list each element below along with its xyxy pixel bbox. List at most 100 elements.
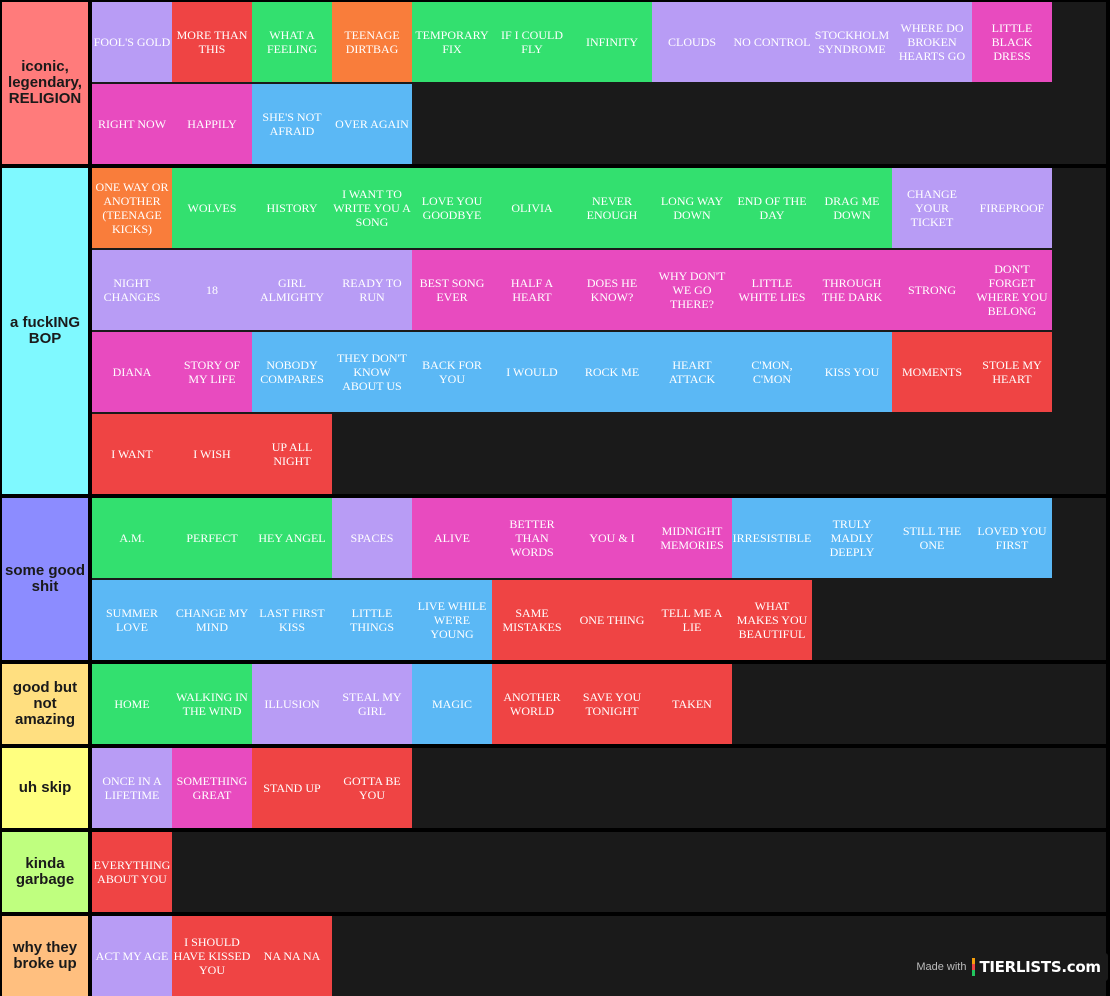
tier-item[interactable]: STOLE MY HEART xyxy=(972,332,1052,412)
tier-item[interactable]: ALIVE xyxy=(412,498,492,578)
tier-item[interactable]: DON'T FORGET WHERE YOU BELONG xyxy=(972,250,1052,330)
tier-item[interactable]: I SHOULD HAVE KISSED YOU xyxy=(172,916,252,996)
tier-item[interactable]: LITTLE WHITE LIES xyxy=(732,250,812,330)
tier-item[interactable]: WHY DON'T WE GO THERE? xyxy=(652,250,732,330)
tier-item[interactable]: I WANT xyxy=(92,414,172,494)
tier-item[interactable]: C'MON, C'MON xyxy=(732,332,812,412)
tier-item[interactable]: DRAG ME DOWN xyxy=(812,168,892,248)
tier-item[interactable]: MAGIC xyxy=(412,664,492,744)
tier-item[interactable]: FOOL'S GOLD xyxy=(92,2,172,82)
tier-item[interactable]: LONG WAY DOWN xyxy=(652,168,732,248)
tier-item[interactable]: EVERYTHING ABOUT YOU xyxy=(92,832,172,912)
tier-item[interactable]: BEST SONG EVER xyxy=(412,250,492,330)
tier-item[interactable]: NA NA NA xyxy=(252,916,332,996)
tier-item[interactable]: NOBODY COMPARES xyxy=(252,332,332,412)
tier-item[interactable]: LOVE YOU GOODBYE xyxy=(412,168,492,248)
tier-item[interactable]: MIDNIGHT MEMORIES xyxy=(652,498,732,578)
tier-item[interactable]: STILL THE ONE xyxy=(892,498,972,578)
tier-item[interactable]: SUMMER LOVE xyxy=(92,580,172,660)
tier-item[interactable]: KISS YOU xyxy=(812,332,892,412)
tier-item[interactable]: WHAT A FEELING xyxy=(252,2,332,82)
tier-item[interactable]: CHANGE YOUR TICKET xyxy=(892,168,972,248)
tier-label[interactable]: good but not amazing xyxy=(2,664,88,744)
tier-item[interactable]: OVER AGAIN xyxy=(332,84,412,164)
tier-item[interactable]: 18 xyxy=(172,250,252,330)
tier-item[interactable]: ONCE IN A LIFETIME xyxy=(92,748,172,828)
tier-label[interactable]: a fuckING BOP xyxy=(2,168,88,494)
tier-item[interactable]: ONE THING xyxy=(572,580,652,660)
tier-item[interactable]: ACT MY AGE xyxy=(92,916,172,996)
tier-item[interactable]: NIGHT CHANGES xyxy=(92,250,172,330)
tier-item[interactable]: STOCKHOLM SYNDROME xyxy=(812,2,892,82)
tier-item[interactable]: FIREPROOF xyxy=(972,168,1052,248)
tier-item[interactable]: WALKING IN THE WIND xyxy=(172,664,252,744)
tier-item[interactable]: WHERE DO BROKEN HEARTS GO xyxy=(892,2,972,82)
tier-items[interactable]: A.M. PERFECT HEY ANGEL SPACES ALIVE BETTER TH… xyxy=(92,498,1106,660)
tier-item[interactable]: STAND UP xyxy=(252,748,332,828)
tier-item[interactable]: HEY ANGEL xyxy=(252,498,332,578)
tier-item[interactable]: THEY DON'T KNOW ABOUT US xyxy=(332,332,412,412)
tier-label[interactable]: why they broke up xyxy=(2,916,88,996)
tier-item[interactable]: TAKEN xyxy=(652,664,732,744)
tier-item[interactable]: BACK FOR YOU xyxy=(412,332,492,412)
tier-item[interactable]: SAME MISTAKES xyxy=(492,580,572,660)
tier-item[interactable]: STRONG xyxy=(892,250,972,330)
tier-item[interactable]: ROCK ME xyxy=(572,332,652,412)
tier-item[interactable]: STORY OF MY LIFE xyxy=(172,332,252,412)
tier-item[interactable]: I WOULD xyxy=(492,332,572,412)
tier-item[interactable]: SHE'S NOT AFRAID xyxy=(252,84,332,164)
tier-item[interactable]: TELL ME A LIE xyxy=(652,580,732,660)
tier-item[interactable]: LOVED YOU FIRST xyxy=(972,498,1052,578)
tier-item[interactable]: GIRL ALMIGHTY xyxy=(252,250,332,330)
tier-items[interactable]: FOOL'S GOLD MORE THAN THIS WHAT A FEELING T… xyxy=(92,2,1106,164)
tier-item[interactable]: IF I COULD FLY xyxy=(492,2,572,82)
tier-label[interactable]: some good shit xyxy=(2,498,88,660)
tier-item[interactable]: SPACES xyxy=(332,498,412,578)
tier-item[interactable]: TEENAGE DIRTBAG xyxy=(332,2,412,82)
tier-item[interactable]: DIANA xyxy=(92,332,172,412)
tier-item[interactable]: SAVE YOU TONIGHT xyxy=(572,664,652,744)
tier-label[interactable]: kinda garbage xyxy=(2,832,88,912)
tier-item[interactable]: DOES HE KNOW? xyxy=(572,250,652,330)
tier-item[interactable]: I WISH xyxy=(172,414,252,494)
tier-item[interactable]: HISTORY xyxy=(252,168,332,248)
tier-items[interactable]: ONCE IN A LIFETIME SOMETHING GREAT STAND U… xyxy=(92,748,1106,828)
tier-item[interactable]: I WANT TO WRITE YOU A SONG xyxy=(332,168,412,248)
tier-item[interactable]: CLOUDS xyxy=(652,2,732,82)
tier-items[interactable]: HOME WALKING IN THE WIND ILLUSION STEAL MY … xyxy=(92,664,1106,744)
tier-item[interactable]: WHAT MAKES YOU BEAUTIFUL xyxy=(732,580,812,660)
tier-item[interactable]: CHANGE MY MIND xyxy=(172,580,252,660)
tier-item[interactable]: HEART ATTACK xyxy=(652,332,732,412)
tier-item[interactable]: A.M. xyxy=(92,498,172,578)
tier-item[interactable]: NO CONTROL xyxy=(732,2,812,82)
tier-item[interactable]: UP ALL NIGHT xyxy=(252,414,332,494)
tier-item[interactable]: THROUGH THE DARK xyxy=(812,250,892,330)
tier-item[interactable]: ILLUSION xyxy=(252,664,332,744)
tier-item[interactable]: ONE WAY OR ANOTHER (TEENAGE KICKS) xyxy=(92,168,172,248)
tier-item[interactable]: YOU & I xyxy=(572,498,652,578)
tier-item[interactable]: NEVER ENOUGH xyxy=(572,168,652,248)
tier-item[interactable]: ANOTHER WORLD xyxy=(492,664,572,744)
tier-item[interactable]: STEAL MY GIRL xyxy=(332,664,412,744)
tier-item[interactable]: IRRESISTIBLE xyxy=(732,498,812,578)
tier-item[interactable]: HOME xyxy=(92,664,172,744)
tier-items[interactable]: EVERYTHING ABOUT YOU xyxy=(92,832,1106,912)
tier-label[interactable]: iconic, legendary, RELIGION xyxy=(2,2,88,164)
tier-item[interactable]: END OF THE DAY xyxy=(732,168,812,248)
tier-item[interactable]: HALF A HEART xyxy=(492,250,572,330)
tier-item[interactable]: HAPPILY xyxy=(172,84,252,164)
tier-item[interactable]: INFINITY xyxy=(572,2,652,82)
tier-item[interactable]: READY TO RUN xyxy=(332,250,412,330)
tier-item[interactable]: MOMENTS xyxy=(892,332,972,412)
tier-items[interactable]: ONE WAY OR ANOTHER (TEENAGE KICKS) WOLVES… xyxy=(92,168,1106,494)
tier-item[interactable]: LIVE WHILE WE'RE YOUNG xyxy=(412,580,492,660)
tier-item[interactable]: BETTER THAN WORDS xyxy=(492,498,572,578)
tier-item[interactable]: LAST FIRST KISS xyxy=(252,580,332,660)
tier-item[interactable]: TRULY MADLY DEEPLY xyxy=(812,498,892,578)
tier-item[interactable]: OLIVIA xyxy=(492,168,572,248)
tier-item[interactable]: MORE THAN THIS xyxy=(172,2,252,82)
tier-item[interactable]: PERFECT xyxy=(172,498,252,578)
tier-item[interactable]: TEMPORARY FIX xyxy=(412,2,492,82)
tier-item[interactable]: LITTLE BLACK DRESS xyxy=(972,2,1052,82)
tier-item[interactable]: WOLVES xyxy=(172,168,252,248)
